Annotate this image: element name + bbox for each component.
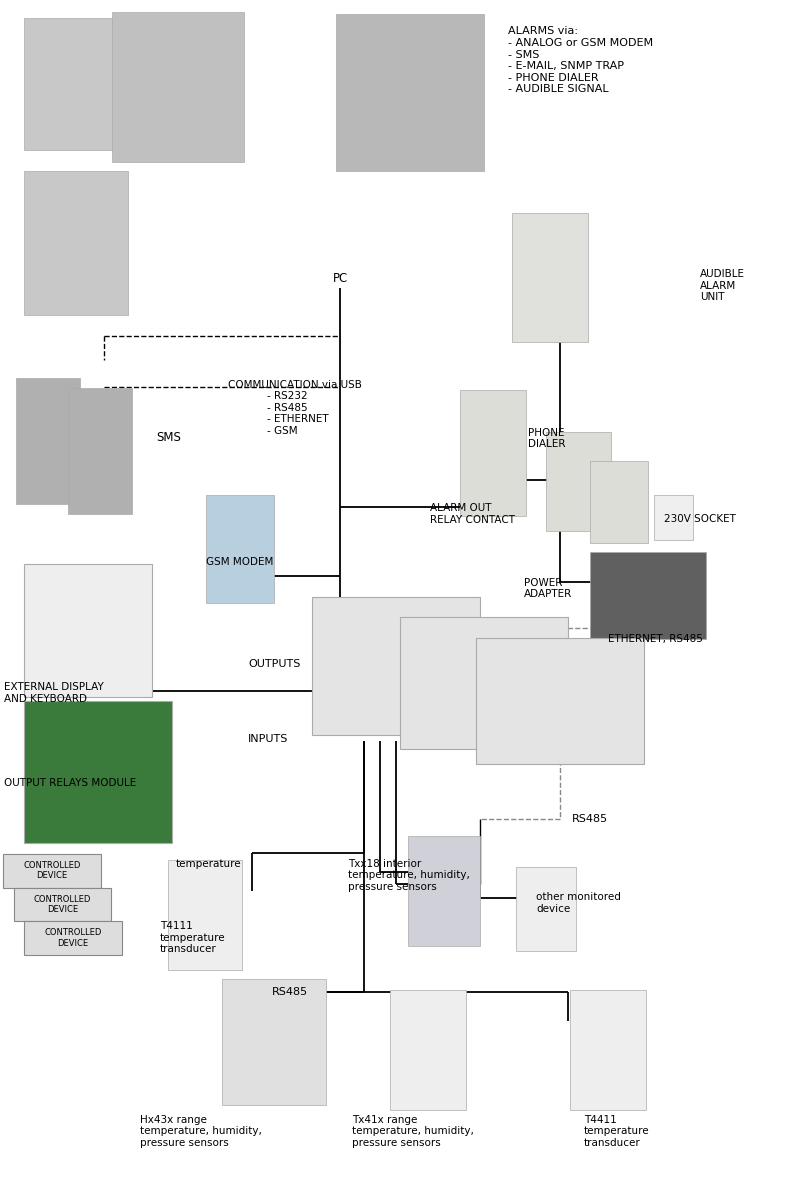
Bar xyxy=(460,390,526,516)
Bar xyxy=(590,552,706,639)
Text: PC: PC xyxy=(332,273,348,285)
Text: ALARMS via:
- ANALOG or GSM MODEM
- SMS
- E-MAIL, SNMP TRAP
- PHONE DIALER
- AUD: ALARMS via: - ANALOG or GSM MODEM - SMS … xyxy=(508,26,653,95)
Bar xyxy=(312,597,480,735)
Bar xyxy=(24,171,128,315)
Bar xyxy=(476,638,644,764)
Text: ALARM OUT
RELAY CONTACT: ALARM OUT RELAY CONTACT xyxy=(430,503,515,525)
Text: CONTROLLED
DEVICE: CONTROLLED DEVICE xyxy=(34,895,91,914)
Text: RS485: RS485 xyxy=(572,814,608,824)
Bar xyxy=(24,701,172,843)
Text: CONTROLLED
DEVICE: CONTROLLED DEVICE xyxy=(44,928,102,948)
Text: other monitored
device: other monitored device xyxy=(536,892,621,914)
Text: EXTERNAL DISPLAY
AND KEYBOARD: EXTERNAL DISPLAY AND KEYBOARD xyxy=(4,682,104,704)
Text: ETHERNET, RS485: ETHERNET, RS485 xyxy=(608,634,703,644)
Bar xyxy=(68,388,132,514)
Text: CONTROLLED
DEVICE: CONTROLLED DEVICE xyxy=(23,861,81,880)
Bar xyxy=(24,18,128,150)
Bar xyxy=(390,990,466,1110)
Bar xyxy=(336,14,484,171)
Bar xyxy=(16,378,80,504)
Text: T4111
temperature
transducer: T4111 temperature transducer xyxy=(160,921,226,955)
Bar xyxy=(206,495,274,603)
Bar xyxy=(590,461,648,543)
Text: 230V SOCKET: 230V SOCKET xyxy=(664,514,736,524)
Text: Txx18 interior
temperature, humidity,
pressure sensors: Txx18 interior temperature, humidity, pr… xyxy=(348,859,470,892)
Bar xyxy=(24,564,152,697)
Bar xyxy=(168,860,242,970)
Bar xyxy=(112,12,244,162)
Bar xyxy=(570,990,646,1110)
Text: POWER
ADAPTER: POWER ADAPTER xyxy=(524,578,572,599)
Text: SMS: SMS xyxy=(156,431,181,443)
Text: RS485: RS485 xyxy=(272,987,308,997)
Text: PHONE
DIALER: PHONE DIALER xyxy=(528,428,566,449)
Text: Tx41x range
temperature, humidity,
pressure sensors: Tx41x range temperature, humidity, press… xyxy=(352,1115,474,1148)
FancyBboxPatch shape xyxy=(24,921,122,955)
Bar xyxy=(222,979,326,1105)
Text: temperature: temperature xyxy=(176,859,242,868)
Text: GSM MODEM: GSM MODEM xyxy=(206,557,274,567)
FancyBboxPatch shape xyxy=(3,854,101,888)
Bar xyxy=(546,432,611,531)
Bar xyxy=(400,617,568,749)
Bar xyxy=(516,867,576,951)
Text: T4411
temperature
transducer: T4411 temperature transducer xyxy=(584,1115,650,1148)
Text: COMMUNICATION via USB
            - RS232
            - RS485
            - ETHE: COMMUNICATION via USB - RS232 - RS485 - … xyxy=(228,380,362,436)
Bar xyxy=(654,495,693,540)
Bar xyxy=(408,836,480,946)
Text: INPUTS: INPUTS xyxy=(248,734,288,743)
Text: AUDIBLE
ALARM
UNIT: AUDIBLE ALARM UNIT xyxy=(700,269,745,303)
Text: OUTPUTS: OUTPUTS xyxy=(248,659,300,669)
Text: Hx43x range
temperature, humidity,
pressure sensors: Hx43x range temperature, humidity, press… xyxy=(140,1115,262,1148)
FancyBboxPatch shape xyxy=(14,888,111,921)
Text: OUTPUT RELAYS MODULE: OUTPUT RELAYS MODULE xyxy=(4,778,136,788)
Bar xyxy=(512,213,588,342)
